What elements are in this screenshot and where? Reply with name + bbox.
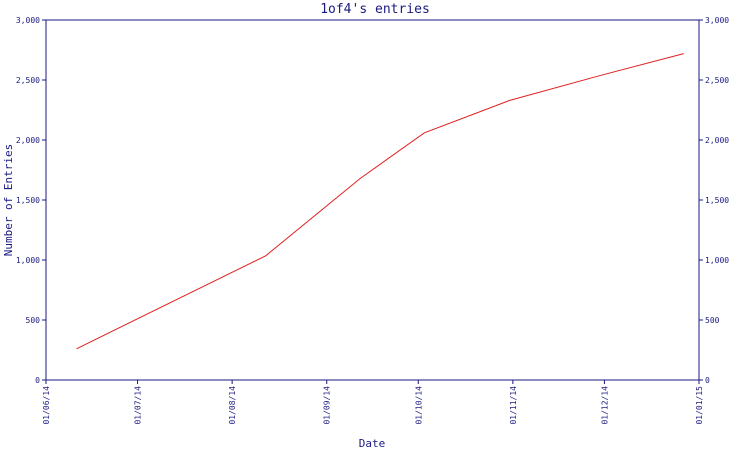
x-tick-label: 01/08/14	[228, 386, 237, 425]
y-axis: 0 0 500 500 1,000 1,000 1,500 1,500 2,000 2,000 2,…	[16, 16, 729, 385]
x-tick-label: 01/11/14	[509, 386, 518, 425]
y-tick-label-left: 1,500	[16, 196, 40, 205]
x-tick-label: 01/09/14	[323, 386, 332, 425]
y-tick-label-right: 2,000	[705, 136, 729, 145]
series-line	[76, 53, 684, 350]
y-tick-label-right: 2,500	[705, 76, 729, 85]
y-tick-label-left: 1,000	[16, 256, 40, 265]
x-axis-label: Date	[359, 437, 386, 450]
y-tick-label-left: 2,000	[16, 136, 40, 145]
x-tick-label: 01/01/15	[695, 386, 704, 425]
y-tick-label-right: 1,000	[705, 256, 729, 265]
y-tick-label-right: 500	[705, 316, 720, 325]
y-tick-label-left: 0	[35, 376, 40, 385]
chart-title: 1of4's entries	[320, 2, 430, 17]
plot-frame	[45, 19, 700, 381]
y-tick-label-left: 3,000	[16, 16, 40, 25]
y-tick-label-right: 3,000	[705, 16, 729, 25]
y-tick-label-left: 500	[26, 316, 41, 325]
x-tick-label: 01/06/14	[42, 386, 51, 425]
series-layer	[76, 53, 684, 350]
y-axis-label: Number of Entries	[2, 144, 15, 257]
x-axis: 01/06/14 01/07/14 01/08/14 01/09/14 01/10/14…	[42, 380, 704, 425]
y-tick-label-right: 0	[705, 376, 710, 385]
x-tick-label: 01/10/14	[414, 386, 423, 425]
y-tick-label-right: 1,500	[705, 196, 729, 205]
x-tick-label: 01/07/14	[134, 386, 143, 425]
y-tick-label-left: 2,500	[16, 76, 40, 85]
x-tick-label: 01/12/14	[600, 386, 609, 425]
